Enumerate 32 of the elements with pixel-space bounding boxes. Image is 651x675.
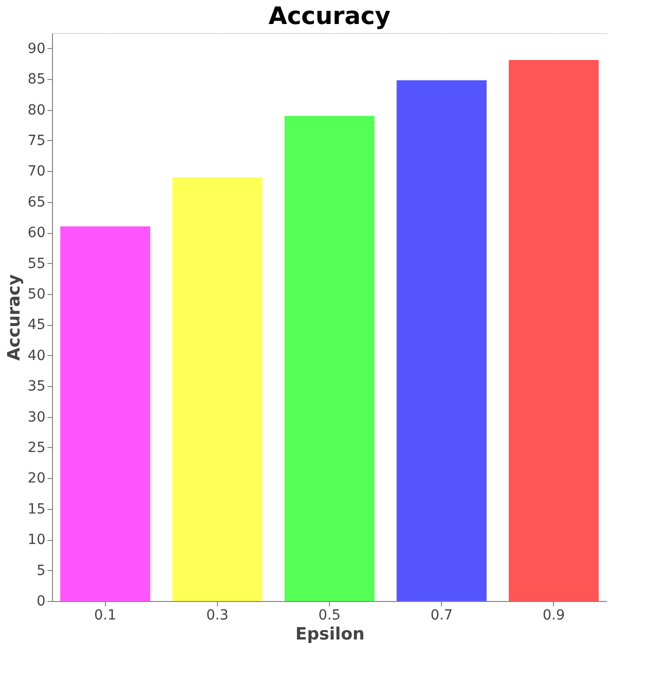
x-tick-label: 0.9	[542, 608, 565, 624]
y-tick-label: 40	[28, 348, 46, 364]
y-tick-label: 0	[36, 594, 46, 610]
y-tick-label: 85	[28, 72, 46, 88]
y-tick-label: 90	[28, 40, 46, 57]
y-tick-label: 35	[28, 378, 46, 395]
x-tick-label: 0.1	[94, 608, 116, 624]
x-tick-label: 0.5	[318, 608, 341, 624]
bar	[172, 177, 262, 601]
chart-title: Accuracy	[268, 2, 391, 30]
y-tick-label: 70	[28, 164, 46, 180]
y-tick-label: 30	[28, 409, 46, 426]
x-axis-title: Epsilon	[295, 624, 365, 644]
y-tick-label: 80	[28, 102, 46, 118]
x-tick-label: 0.7	[430, 608, 453, 624]
y-tick-label: 45	[28, 317, 46, 334]
y-tick-label: 75	[28, 132, 46, 149]
bar	[508, 60, 599, 601]
y-axis-title: Accuracy	[4, 274, 25, 361]
y-tick-label: 50	[28, 286, 46, 302]
y-tick-label: 55	[28, 256, 46, 272]
y-tick-label: 5	[36, 562, 46, 579]
y-tick-label: 65	[28, 194, 46, 210]
y-tick-label: 60	[28, 225, 46, 242]
x-tick-label: 0.3	[206, 608, 229, 624]
y-tick-label: 10	[28, 532, 46, 548]
y-tick-label: 20	[28, 470, 46, 487]
bar	[284, 116, 374, 601]
y-tick-label: 15	[28, 501, 46, 518]
bar	[396, 80, 487, 601]
y-tick-label: 25	[28, 440, 46, 456]
bar	[60, 226, 150, 601]
